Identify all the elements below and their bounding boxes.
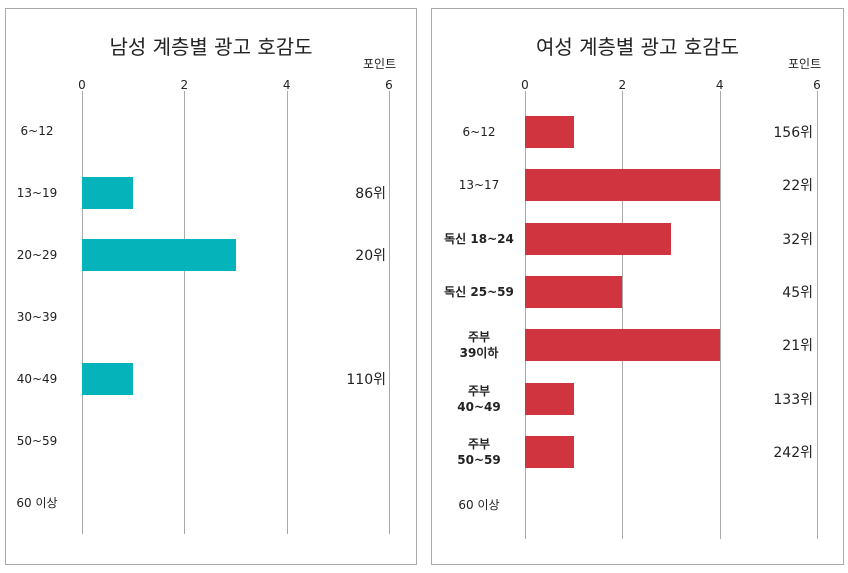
rank-label: 86위 [355,186,386,202]
x-tick-label: 4 [715,78,724,92]
x-tick-label: 0 [78,78,86,92]
rank-label: 242위 [773,444,813,461]
rank-label: 133위 [773,391,813,408]
x-tick-label: 2 [618,78,627,92]
category-label: 주부 40~49 [457,383,501,414]
rank-label: 21위 [782,338,813,355]
unit-label: 포인트 [363,57,397,71]
gridline [286,91,288,534]
x-tick-label: 2 [180,78,189,92]
category-label: 주부 50~59 [457,436,501,467]
bar [82,239,236,271]
category-label: 20~29 [16,248,58,262]
unit-label: 포인트 [788,57,822,71]
category-label: 6~12 [462,125,496,139]
bar [82,177,134,209]
category-label: 6~12 [20,124,54,138]
chart-title: 여성 계층별 광고 호감도 [535,35,740,59]
gridline [525,91,526,539]
rank-label: 32위 [782,231,813,248]
rank-label: 22위 [782,178,813,195]
gridline [184,91,186,534]
category-label: 40~49 [16,372,58,386]
x-tick-label: 6 [385,78,393,92]
category-label: 13~19 [16,186,58,200]
category-label: 60 이상 [458,498,500,513]
rank-label: 20위 [355,248,386,264]
gridline [389,91,390,534]
category-label: 13~17 [458,178,500,193]
category-label: 50~59 [16,434,58,448]
gridline [719,91,721,539]
category-label: 60 이상 [16,496,58,510]
category-label: 30~39 [16,310,58,324]
bar [525,116,574,148]
bar [525,435,574,468]
category-label: 독신 25~59 [444,284,514,299]
bar [525,275,623,308]
gridline [82,91,83,534]
rank-label: 110위 [346,372,386,388]
gridline [622,91,624,539]
bar [525,169,720,202]
chart-title: 남성 계층별 광고 호감도 [109,35,313,59]
x-tick-label: 0 [521,78,529,92]
x-tick-label: 6 [813,78,821,92]
bar [82,363,134,395]
bar [525,382,574,415]
x-tick-label: 4 [282,78,291,92]
category-label: 독신 18~24 [444,231,514,246]
gridline [817,91,818,539]
bar [525,222,671,255]
category-label: 주부 39이하 [459,330,499,361]
rank-label: 45위 [782,284,813,301]
rank-label: 156위 [773,125,813,141]
bar [525,329,720,362]
